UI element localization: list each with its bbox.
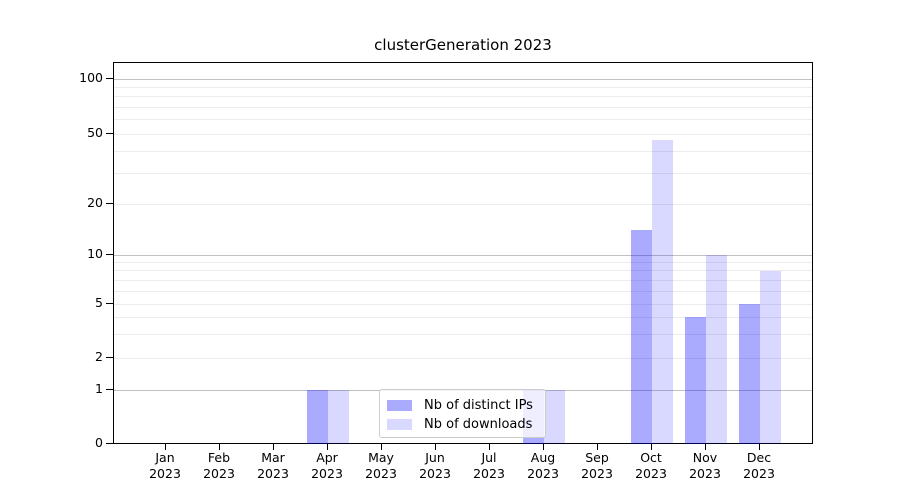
legend: Nb of distinct IPs Nb of downloads (379, 389, 546, 438)
bar-distinct-ips (307, 390, 328, 444)
y-tick-label: 1 (95, 381, 103, 396)
x-tick-label: May 2023 (365, 450, 397, 481)
y-tick-mark (106, 78, 113, 79)
bar-downloads (544, 390, 565, 444)
legend-label: Nb of distinct IPs (424, 398, 533, 413)
bar-distinct-ips (631, 230, 652, 444)
x-tick-label: Jul 2023 (473, 450, 505, 481)
y-tick-label: 2 (95, 349, 103, 364)
y-tick-mark (106, 203, 113, 204)
x-tick-label: Apr 2023 (311, 450, 343, 481)
bar-downloads (760, 270, 781, 444)
bar-downloads (328, 390, 349, 444)
y-tick-mark (106, 133, 113, 134)
x-tick-mark (489, 444, 490, 450)
y-tick-mark (106, 443, 113, 444)
y-tick-mark (106, 303, 113, 304)
legend-swatch-downloads (387, 419, 412, 430)
x-tick-mark (219, 444, 220, 450)
grid-line (114, 279, 812, 281)
x-tick-label: Dec 2023 (743, 450, 775, 481)
grid-line (114, 96, 812, 98)
grid-line (114, 106, 812, 108)
y-tick-label: 5 (95, 295, 103, 310)
bar-downloads (706, 255, 727, 444)
x-tick-mark (327, 444, 328, 450)
grid-line (114, 86, 812, 88)
x-tick-label: Nov 2023 (689, 450, 721, 481)
grid-line (114, 333, 812, 335)
bar-distinct-ips (685, 317, 706, 444)
x-tick-mark (273, 444, 274, 450)
x-tick-label: Feb 2023 (203, 450, 235, 481)
legend-entry: Nb of distinct IPs (387, 396, 545, 415)
grid-line (114, 270, 812, 272)
grid-line (114, 357, 812, 359)
bar-downloads (652, 140, 673, 444)
legend-label: Nb of downloads (424, 417, 533, 432)
y-tick-mark (106, 389, 113, 390)
grid-line (114, 303, 812, 305)
grid-line (114, 133, 812, 135)
x-tick-label: Mar 2023 (257, 450, 289, 481)
y-tick-mark (106, 357, 113, 358)
bar-distinct-ips (739, 304, 760, 444)
y-tick-label: 0 (95, 435, 103, 450)
grid-line (114, 316, 812, 318)
x-tick-mark (759, 444, 760, 450)
y-tick-label: 20 (87, 195, 103, 210)
x-tick-mark (705, 444, 706, 450)
grid-line (114, 261, 812, 263)
y-tick-label: 100 (79, 70, 103, 85)
plot-area: Nb of distinct IPs Nb of downloads (113, 62, 813, 444)
grid-line (114, 150, 812, 152)
x-tick-mark (651, 444, 652, 450)
x-tick-label: Jan 2023 (149, 450, 181, 481)
x-tick-mark (381, 444, 382, 450)
chart-title: clusterGeneration 2023 (374, 36, 552, 54)
x-tick-mark (165, 444, 166, 450)
y-tick-label: 50 (87, 125, 103, 140)
y-tick-mark (106, 254, 113, 255)
x-tick-label: Oct 2023 (635, 450, 667, 481)
x-tick-mark (543, 444, 544, 450)
grid-line (114, 119, 812, 121)
x-tick-mark (435, 444, 436, 450)
grid-line-major (114, 78, 812, 80)
legend-entry: Nb of downloads (387, 415, 545, 434)
y-tick-label: 10 (87, 246, 103, 261)
grid-line-major (114, 254, 812, 256)
grid-line (114, 203, 812, 205)
x-tick-label: Sep 2023 (581, 450, 613, 481)
x-tick-label: Jun 2023 (419, 450, 451, 481)
x-tick-label: Aug 2023 (527, 450, 559, 481)
x-tick-mark (597, 444, 598, 450)
grid-line (114, 290, 812, 292)
grid-line (114, 172, 812, 174)
legend-swatch-distinct-ips (387, 400, 412, 411)
